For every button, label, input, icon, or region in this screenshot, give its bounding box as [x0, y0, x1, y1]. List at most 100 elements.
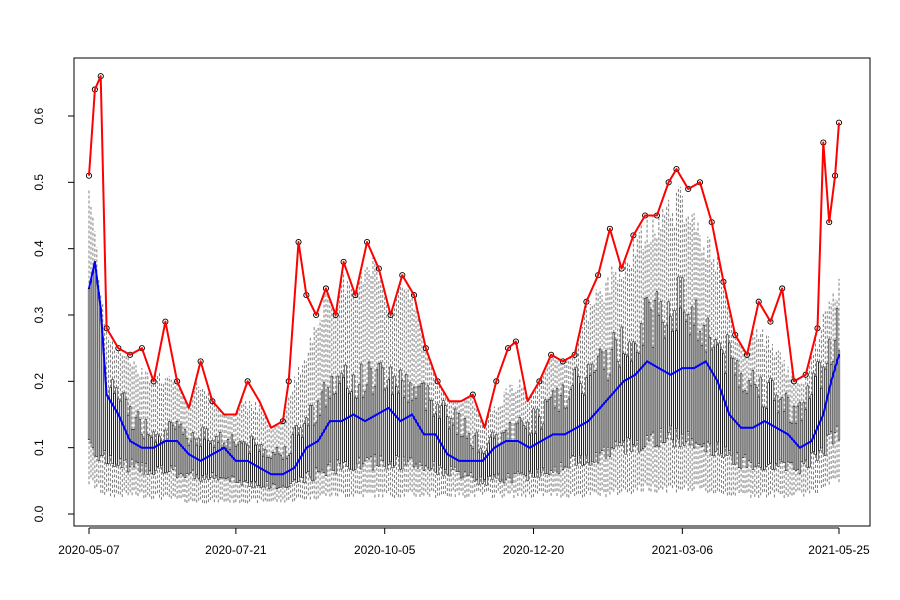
y-tick-label: 0.4 — [32, 240, 46, 257]
box-2021-01-15 — [583, 394, 586, 465]
box-2020-10-15 — [403, 397, 406, 458]
box-2020-09-23 — [360, 363, 363, 470]
box-2021-05-06 — [800, 420, 803, 462]
box-2020-07-29 — [250, 435, 253, 482]
box-2021-02-18 — [649, 309, 653, 435]
box-2020-07-03 — [199, 446, 202, 482]
box-2020-12-25 — [542, 423, 545, 469]
outlier-point-2020-12-23 — [536, 378, 543, 385]
box-2021-02-08 — [630, 360, 633, 452]
box-2021-05-05 — [798, 401, 801, 474]
box-2021-02-07 — [628, 341, 631, 439]
box-2021-04-27 — [783, 411, 786, 463]
box-2020-09-05 — [324, 406, 328, 477]
box-2021-01-08 — [569, 389, 572, 458]
box-2021-01-05 — [563, 407, 566, 468]
box-2020-11-15 — [463, 418, 467, 472]
box-2020-06-08 — [150, 437, 153, 475]
box-2020-10-27 — [426, 385, 429, 469]
box-2020-10-12 — [397, 392, 400, 458]
box-2020-06-18 — [170, 422, 173, 467]
box-2020-06-06 — [146, 433, 149, 475]
max-series-line — [88, 75, 840, 429]
box-2020-09-27 — [367, 361, 371, 460]
box-2020-07-17 — [226, 439, 230, 478]
median-series-line — [88, 260, 840, 476]
box-2020-10-01 — [375, 369, 378, 466]
box-2021-03-05 — [679, 307, 682, 447]
box-2020-08-27 — [307, 425, 310, 472]
box-2020-08-19 — [291, 434, 294, 482]
box-2021-04-03 — [736, 360, 739, 453]
box-2021-02-24 — [661, 321, 664, 443]
box-2021-05-04 — [796, 405, 799, 470]
box-2021-04-11 — [751, 370, 754, 470]
box-2021-05-03 — [794, 423, 798, 471]
box-2020-07-26 — [244, 443, 247, 481]
box-2021-03-25 — [718, 342, 721, 456]
box-2020-11-29 — [491, 431, 494, 480]
box-2020-06-12 — [158, 435, 161, 469]
box-2020-05-29 — [130, 429, 134, 460]
box-2021-03-31 — [730, 357, 733, 457]
box-2020-07-16 — [224, 447, 228, 480]
box-2021-02-10 — [634, 343, 637, 447]
box-2021-04-30 — [788, 421, 792, 463]
box-2020-12-11 — [514, 423, 517, 474]
box-2021-04-05 — [739, 373, 743, 469]
box-2020-06-23 — [179, 423, 183, 475]
box-2020-06-22 — [177, 426, 181, 475]
box-2021-03-09 — [687, 314, 690, 433]
outlier-point-2021-03-03 — [673, 166, 680, 173]
y-tick-label: 0.0 — [32, 505, 46, 522]
box-2021-03-30 — [728, 342, 731, 451]
box-2020-06-09 — [152, 431, 155, 476]
outlier-point-2021-01-04 — [559, 358, 566, 365]
box-2021-04-23 — [775, 394, 778, 465]
box-2021-05-25 — [837, 350, 841, 441]
box-2020-08-11 — [275, 447, 279, 489]
box-2021-04-17 — [763, 406, 766, 470]
box-2021-01-20 — [593, 372, 596, 463]
box-2020-07-10 — [213, 447, 216, 480]
box-2020-12-04 — [501, 432, 504, 481]
box-2021-02-14 — [642, 344, 645, 449]
box-2021-02-28 — [669, 315, 672, 427]
box-2021-03-12 — [692, 324, 696, 449]
box-2020-08-20 — [293, 427, 296, 480]
box-2021-01-25 — [602, 368, 606, 448]
y-axis: 0.0 0.1 0.2 0.3 0.4 0.5 0.6 — [32, 107, 75, 522]
box-2020-08-15 — [283, 446, 286, 488]
box-2020-10-10 — [393, 375, 396, 467]
box-2021-03-17 — [702, 325, 705, 444]
box-2020-09-11 — [336, 375, 339, 461]
box-2021-04-29 — [786, 397, 790, 463]
x-tick-label: 2020-05-07 — [58, 543, 120, 557]
box-2020-06-19 — [172, 424, 175, 470]
x-tick-label: 2020-10-05 — [354, 543, 416, 557]
box-2021-01-17 — [587, 363, 590, 464]
box-2021-05-01 — [790, 423, 794, 464]
box-2020-09-30 — [373, 386, 377, 455]
box-2020-12-22 — [536, 408, 539, 470]
box-2021-03-24 — [716, 344, 719, 443]
box-2021-04-14 — [757, 396, 760, 464]
box-2020-07-15 — [223, 442, 226, 479]
box-2021-01-27 — [606, 380, 610, 448]
box-2021-03-23 — [714, 339, 717, 452]
box-2021-01-23 — [598, 348, 602, 454]
box-2020-10-06 — [385, 387, 388, 470]
box-2021-01-09 — [571, 385, 574, 456]
box-2020-11-17 — [467, 433, 470, 476]
box-2020-12-06 — [505, 429, 508, 480]
box-2020-08-31 — [315, 422, 318, 468]
box-2021-01-14 — [581, 393, 584, 466]
box-2020-09-25 — [364, 391, 367, 462]
box-2020-11-24 — [481, 452, 484, 484]
box-2020-08-26 — [305, 417, 308, 473]
box-2020-12-12 — [516, 422, 519, 473]
box-2020-12-13 — [518, 417, 521, 474]
x-tick-label: 2021-03-06 — [652, 543, 714, 557]
box-2020-09-20 — [354, 397, 357, 470]
box-2020-05-20 — [113, 393, 116, 467]
